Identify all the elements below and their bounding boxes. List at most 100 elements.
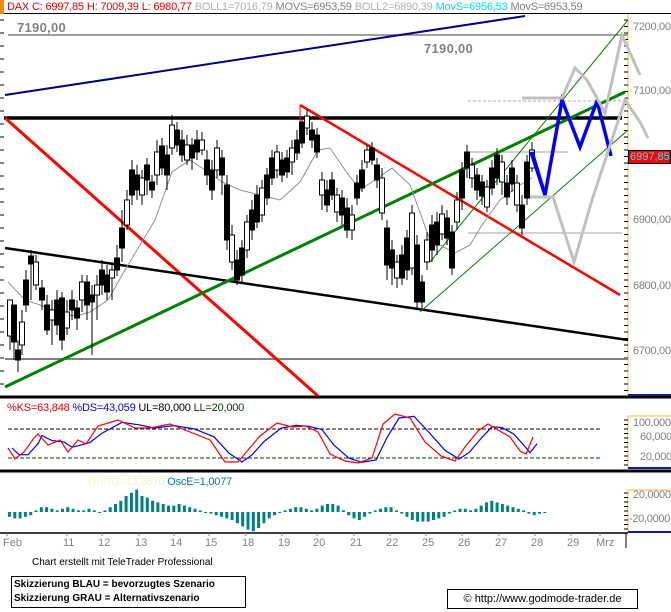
candle-body [149,181,155,191]
osc-bar [119,500,123,512]
osc-bar [379,508,382,512]
candle-body [33,261,39,286]
candle-body [344,207,350,231]
osc-bar [114,504,117,512]
osc-bar [400,512,404,514]
candle-body [299,121,305,144]
osc-bar [357,512,361,520]
osc-bar [373,510,377,512]
candle-body [524,161,530,199]
green-uptrend [4,90,626,389]
candle-body [384,227,390,266]
candle-body [484,186,490,208]
candle-body [434,221,440,246]
candle-body [359,169,365,189]
osc-bar [246,512,250,530]
candle-body [519,204,525,229]
osc-bar [485,502,488,512]
candle-body [214,147,220,171]
candle-body [304,115,310,129]
osc-bar [273,512,276,516]
osc-bar [145,497,149,512]
candle-body [23,279,29,306]
candle-body [479,181,485,197]
osc-bar [225,512,229,519]
candle-body [279,159,285,176]
price-axis-6700: 6700,00 [633,345,671,357]
candle-body [74,307,80,319]
source-url-link[interactable]: © http://www.godmode-trader.de [447,589,638,609]
osc-bar [288,508,292,512]
date-label: 26 [458,537,471,549]
osc-bar [490,500,494,512]
stoch-axis-100: 100,000 [633,417,671,429]
osc-bar [13,512,17,519]
osc-bar [50,508,54,512]
candle-body [419,281,425,303]
candle-body [454,199,460,223]
osc-bar [82,510,86,512]
osc-bar [331,504,335,512]
candle-body [284,157,290,173]
osc-bar [495,502,499,512]
high-label: H: 7009,39 [86,1,139,13]
close-label: C: 6997,85 [32,1,84,13]
osc-bar [220,512,223,517]
osc-bar [193,508,197,512]
candle-body [269,157,275,179]
candle-body [319,179,325,196]
price-axis-6800: 6800,00 [633,280,671,292]
candle-body [169,124,175,149]
candle-body [189,144,195,159]
date-label: 28 [531,537,544,549]
candle-body [449,231,455,269]
candle-body [84,281,90,306]
candle-body [134,174,140,191]
candle-body [474,174,480,191]
osc-bar [410,512,414,520]
candle-body [514,182,520,206]
candle-body [204,159,210,176]
candle-body [409,212,415,269]
low-label: L: 6980,77 [141,1,192,13]
osc-bar [527,512,531,514]
ds-label: %DS=43,059 [72,402,136,414]
osc-bar [140,496,144,512]
osc-bar [167,505,170,512]
candle-body [234,259,240,281]
candle-body [509,167,515,185]
candle-body [324,189,330,206]
osc-bar [294,507,298,512]
date-label: 11 [63,537,75,549]
candle-body [99,269,105,286]
black-support-line [4,246,629,342]
date-label: 21 [350,537,363,549]
price-axis-7100: 7100,00 [633,85,671,97]
candle-body [15,349,21,361]
grey-scenario-up [522,30,642,118]
current-price-tag: 6997,85 [628,150,671,164]
osc-bar [87,508,91,512]
candle-body [464,151,470,169]
date-label: 18 [242,537,255,549]
osc-bar [394,510,398,512]
osc-bar [368,512,372,514]
candle-body [399,254,405,279]
osc-bar [432,512,435,520]
osc-bar [66,507,70,512]
stochastic-title: %KS=63,848 %DS=43,059 UL=80,000 LL=20,00… [7,402,244,414]
osc-bar [299,507,303,512]
candle-body [309,129,315,141]
candle-body [19,321,25,346]
candle-body [59,297,65,341]
osc-bar [267,512,271,519]
candle-body [459,169,465,199]
candle-body [254,194,260,223]
price-axis-6900: 6900,00 [633,214,671,226]
osc-bar [500,504,504,512]
osc-bar [262,512,266,524]
osc-bar [416,512,420,522]
osc-bar [230,512,234,520]
candle-body [349,214,355,231]
